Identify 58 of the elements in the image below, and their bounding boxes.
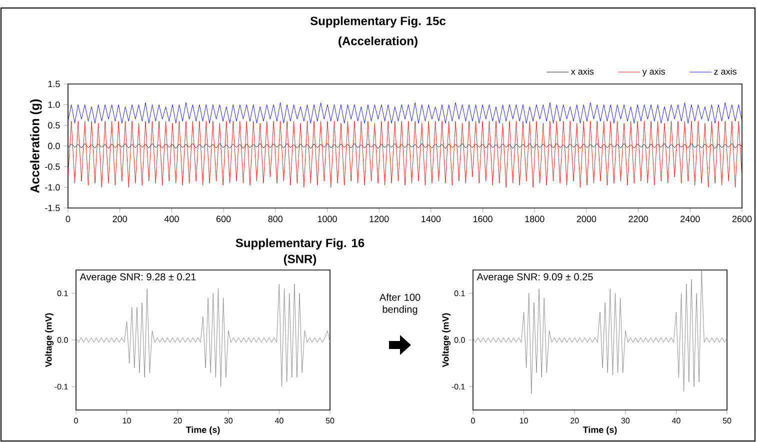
- x-axis-title: Time (s): [186, 426, 220, 435]
- x-axis-title: Time (s): [582, 426, 617, 435]
- chart-title: Supplementary Fig. 16: [236, 238, 364, 250]
- x-tick-label: 20: [174, 418, 182, 424]
- y-tick-label: -0.1: [54, 384, 68, 390]
- x-tick-label: 20: [570, 418, 579, 424]
- x-tick-label: 1200: [370, 216, 389, 222]
- line-series: [68, 102, 742, 124]
- x-tick-label: 1800: [525, 216, 544, 222]
- x-tick-label: 1400: [422, 216, 441, 222]
- y-axis-title: Acceleration (g): [30, 99, 42, 193]
- chart-subtitle: (SNR): [284, 254, 316, 266]
- annotation: Average SNR: 9.09 ± 0.25: [476, 273, 593, 282]
- x-tick-label: 2400: [680, 216, 700, 222]
- x-tick-label: 1000: [318, 216, 337, 222]
- chart-title: Supplementary Fig. 15c: [310, 16, 446, 28]
- x-tick-label: 400: [164, 216, 179, 222]
- y-tick-label: -0.5: [45, 163, 60, 170]
- y-tick-label: -1.0: [45, 184, 60, 191]
- x-tick-label: 2600: [732, 216, 752, 222]
- text: After 100 bending: [379, 294, 420, 315]
- x-tick-label: 2000: [576, 216, 596, 222]
- y-tick-label: -1.5: [45, 204, 60, 212]
- x-tick-label: 10: [122, 418, 131, 424]
- line-series: [473, 270, 728, 394]
- x-tick-label: 1600: [473, 216, 492, 222]
- annotation: Average SNR: 9.28 ± 0.21: [80, 273, 196, 282]
- legend-label: y axis: [642, 68, 666, 76]
- y-tick-label: 1.0: [48, 101, 60, 108]
- line-series: [76, 284, 330, 387]
- x-tick-label: 800: [268, 216, 283, 222]
- y-tick-label: -0.1: [452, 384, 465, 390]
- x-tick-label: 40: [672, 418, 680, 424]
- x-tick-label: 50: [722, 418, 732, 424]
- y-tick-label: 0.0: [48, 142, 60, 150]
- x-tick-label: 0: [471, 418, 475, 424]
- x-tick-label: 30: [224, 418, 233, 424]
- legend-label: z axis: [714, 68, 736, 75]
- y-tick-label: 0.5: [48, 122, 60, 129]
- x-tick-label: 600: [216, 216, 231, 222]
- y-tick-label: 0.1: [454, 290, 465, 296]
- chart-subtitle: (Acceleration): [338, 36, 418, 48]
- x-tick-label: 50: [326, 418, 334, 424]
- line-series: [68, 120, 742, 188]
- x-tick-label: 40: [274, 418, 284, 424]
- y-tick-label: 1.5: [48, 80, 60, 88]
- x-tick-label: 2200: [628, 216, 648, 222]
- x-tick-label: 0: [74, 418, 78, 424]
- y-tick-label: 0.1: [57, 290, 68, 296]
- y-axis-title: Voltage (mV): [442, 313, 451, 368]
- y-axis-title: Voltage (mV): [45, 313, 54, 368]
- x-tick-label: 10: [520, 418, 528, 424]
- x-tick-label: 30: [621, 418, 630, 424]
- legend-label: x axis: [570, 68, 594, 75]
- x-tick-label: 200: [112, 216, 128, 222]
- y-tick-label: 0.0: [454, 337, 465, 343]
- x-tick-label: 0: [66, 216, 70, 222]
- y-tick-label: 0.0: [57, 337, 68, 343]
